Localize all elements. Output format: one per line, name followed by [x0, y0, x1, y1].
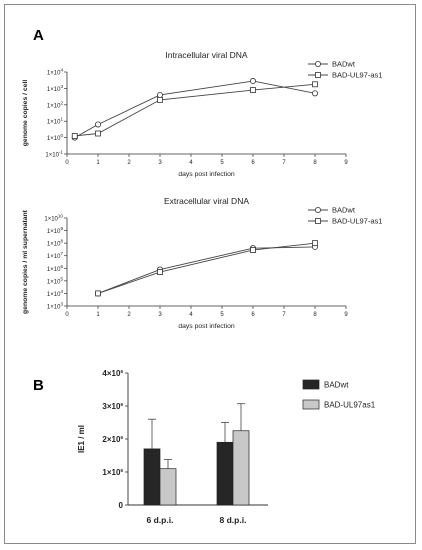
figure-frame	[4, 4, 416, 544]
bar-2-1	[159, 468, 177, 506]
intracellular-series-2-point	[157, 96, 163, 103]
intracellular-chart: Intracellular viral DNA 0 1 2 3 4 5 6 7 8 9 1×104 1×…	[22, 50, 382, 178]
intracellular-series-line-2	[74, 83, 316, 137]
bar-legend-label-2: BAD-UL97as1	[324, 401, 376, 410]
bar-y-label: IE1 / ml	[77, 425, 86, 453]
intracellular-x-label: days post infection	[178, 171, 235, 178]
extracellular-y-tick-label: 1×103	[47, 302, 64, 311]
extracellular-x-tick-label: 8	[313, 312, 317, 318]
intracellular-x-tick-label: 7	[282, 160, 286, 166]
intracellular-x-tick-label: 4	[189, 160, 193, 166]
intracellular-series-line-1	[74, 80, 316, 138]
extracellular-chart: Extracellular viral DNA 0 1 2 3 4 5 6 7 8 9 1×1010 1…	[22, 196, 382, 330]
intracellular-y-tick-label: 1×104	[47, 68, 64, 77]
extracellular-x-tick-label: 6	[251, 312, 255, 318]
intracellular-series-1-point	[95, 121, 102, 128]
ie1-bar-chart: 0 1×106 2×106 3×106 4×106 IE1 / ml 6 d.p.i. 8 d…	[77, 369, 376, 525]
intracellular-y-label: genome copies / cell	[22, 80, 29, 147]
extracellular-series-line-2	[97, 242, 316, 294]
extracellular-x-tick-label: 3	[158, 312, 162, 318]
intracellular-legend-label-1: BADwt	[332, 60, 356, 69]
bar-legend-swatch-2	[302, 399, 320, 410]
intracellular-series-1-point	[311, 90, 318, 97]
intracellular-x-tick-label: 8	[313, 160, 317, 166]
bar-y-tick-label: 3×106	[102, 402, 123, 411]
extracellular-x-label: days post infection	[178, 323, 235, 330]
extracellular-y-label: genome copies / ml supernatant	[22, 209, 29, 314]
intracellular-x-tick-label: 1	[96, 160, 100, 166]
panel-letter-b: B	[33, 377, 44, 394]
extracellular-series-2-point	[95, 290, 101, 297]
extracellular-y-tick-label: 1×106	[47, 264, 64, 273]
extracellular-x-tick-label: 1	[96, 312, 100, 318]
intracellular-legend-label-2: BAD-UL97-as1	[332, 71, 382, 80]
intracellular-y-tick-label: 1×102	[47, 100, 64, 109]
panel-letter-a: A	[33, 27, 44, 44]
extracellular-y-tick-label: 1×107	[47, 251, 64, 260]
intracellular-x-tick-label: 2	[127, 160, 131, 166]
bar-category-label: 8 d.p.i.	[220, 515, 247, 525]
bar-2-2	[232, 430, 250, 506]
bar-y-tick-label: 1×106	[102, 468, 123, 477]
intracellular-series-1-point	[156, 91, 163, 98]
extracellular-y-tick-label: 1×104	[47, 289, 64, 298]
intracellular-y-tick-label: 1×100	[47, 133, 64, 142]
intracellular-x-tick-label: 0	[65, 160, 69, 166]
intracellular-series-2-point	[71, 133, 78, 139]
bar-y-tick-label: 0	[119, 501, 124, 510]
extracellular-x-tick-label: 0	[65, 312, 69, 318]
extracellular-x-tick-label: 4	[189, 312, 193, 318]
intracellular-series-2-point	[95, 130, 101, 137]
intracellular-x-tick-label: 3	[158, 160, 162, 166]
extracellular-series-2-point	[250, 247, 256, 253]
intracellular-series-2-point	[250, 87, 256, 93]
extracellular-y-tick-label: 1×105	[47, 276, 64, 285]
intracellular-x-tick-label: 5	[220, 160, 224, 166]
extracellular-y-tick-label: 1×1010	[44, 214, 63, 223]
extracellular-x-tick-label: 5	[220, 312, 224, 318]
intracellular-x-tick-label: 9	[344, 160, 348, 166]
intracellular-y-tick-label: 1×10-1	[45, 150, 63, 159]
intracellular-legend-marker-1	[314, 61, 321, 68]
extracellular-legend-marker-2	[315, 218, 321, 224]
bar-legend-label-1: BADwt	[324, 381, 349, 390]
extracellular-series-line-1	[97, 246, 316, 294]
intracellular-series-2-point	[312, 81, 318, 88]
intracellular-series-1-point	[249, 78, 256, 85]
extracellular-x-tick-label: 2	[127, 312, 131, 318]
bar-legend-swatch-1	[302, 379, 320, 390]
extracellular-legend-marker-1	[314, 206, 321, 213]
extracellular-x-tick-label: 7	[282, 312, 286, 318]
extracellular-title: Extracellular viral DNA	[164, 196, 249, 206]
extracellular-x-tick-label: 9	[344, 312, 348, 318]
bar-1-2	[216, 441, 234, 506]
intracellular-y-tick-label: 1×103	[47, 84, 64, 93]
intracellular-legend-marker-2	[315, 72, 321, 78]
bar-y-tick-label: 2×106	[102, 435, 123, 444]
intracellular-y-tick-label: 1×101	[47, 117, 64, 126]
bar-1-1	[143, 448, 161, 506]
extracellular-y-tick-label: 1×109	[47, 226, 64, 235]
bar-y-tick-label: 4×106	[102, 369, 123, 378]
intracellular-title: Intracellular viral DNA	[165, 50, 248, 60]
bar-category-label: 6 d.p.i.	[147, 515, 174, 525]
extracellular-y-tick-label: 1×108	[47, 239, 64, 248]
extracellular-legend-label-1: BADwt	[332, 206, 356, 215]
extracellular-series-2-point	[312, 240, 318, 247]
intracellular-x-tick-label: 6	[251, 160, 255, 166]
extracellular-legend-label-2: BAD-UL97-as1	[332, 217, 382, 226]
extracellular-series-2-point	[157, 269, 163, 275]
